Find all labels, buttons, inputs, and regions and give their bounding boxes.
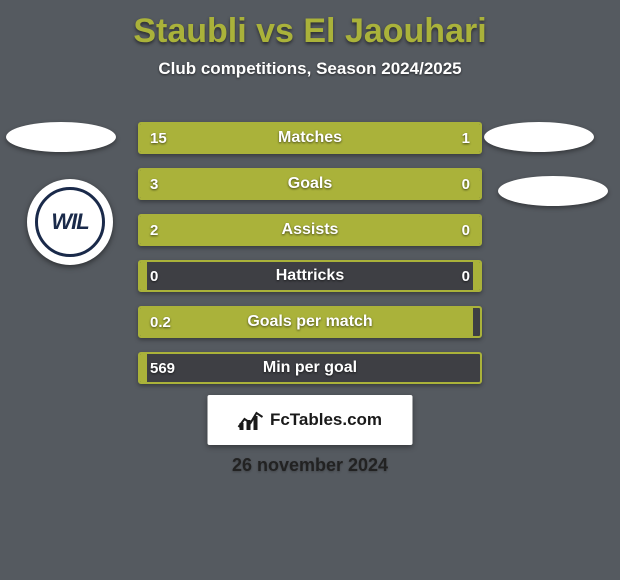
stat-bar-left-fill [140, 308, 473, 336]
stat-bar-row: Goals30 [138, 168, 482, 200]
stat-bar-left-fill [140, 216, 473, 244]
stat-bar-left-fill [140, 124, 405, 152]
stat-bar-label: Min per goal [140, 354, 480, 382]
stat-bar-row: Goals per match0.2 [138, 306, 482, 338]
player-left-ellipse [6, 122, 116, 152]
stat-bar-row: Matches151 [138, 122, 482, 154]
stat-bar-right-fill [473, 216, 480, 244]
stat-bar-row: Assists20 [138, 214, 482, 246]
brand-chart-icon [238, 409, 264, 431]
player-left-club-badge: WIL [27, 179, 113, 265]
stat-bar-right-fill [405, 124, 480, 152]
stat-bar-left-value: 569 [150, 354, 175, 382]
stat-bar-right-value: 0 [462, 262, 470, 290]
club-badge-text: WIL [35, 187, 105, 257]
stat-bar-left-value: 0 [150, 262, 158, 290]
player-right-ellipse-top [484, 122, 594, 152]
page-subtitle: Club competitions, Season 2024/2025 [0, 59, 620, 79]
footer-date: 26 november 2024 [0, 455, 620, 476]
player-right-ellipse-bottom [498, 176, 608, 206]
stat-bar-right-fill [473, 170, 480, 198]
stat-bars-container: Matches151 Goals30 Assists20 Hattricks0 0 Goa… [138, 122, 482, 398]
stat-bar-row: Min per goal569 [138, 352, 482, 384]
stat-bar-left-fill [140, 170, 473, 198]
stat-bar-left-fill [140, 262, 147, 290]
stat-bar-label: Hattricks [140, 262, 480, 290]
comparison-card: Staubli vs El Jaouhari Club competitions… [0, 0, 620, 580]
brand-box[interactable]: FcTables.com [208, 395, 413, 445]
stat-bar-left-fill [140, 354, 147, 382]
stat-bar-row: Hattricks0 0 [138, 260, 482, 292]
brand-text: FcTables.com [270, 410, 382, 430]
page-title: Staubli vs El Jaouhari [0, 0, 620, 51]
stat-bar-right-fill [473, 262, 480, 290]
